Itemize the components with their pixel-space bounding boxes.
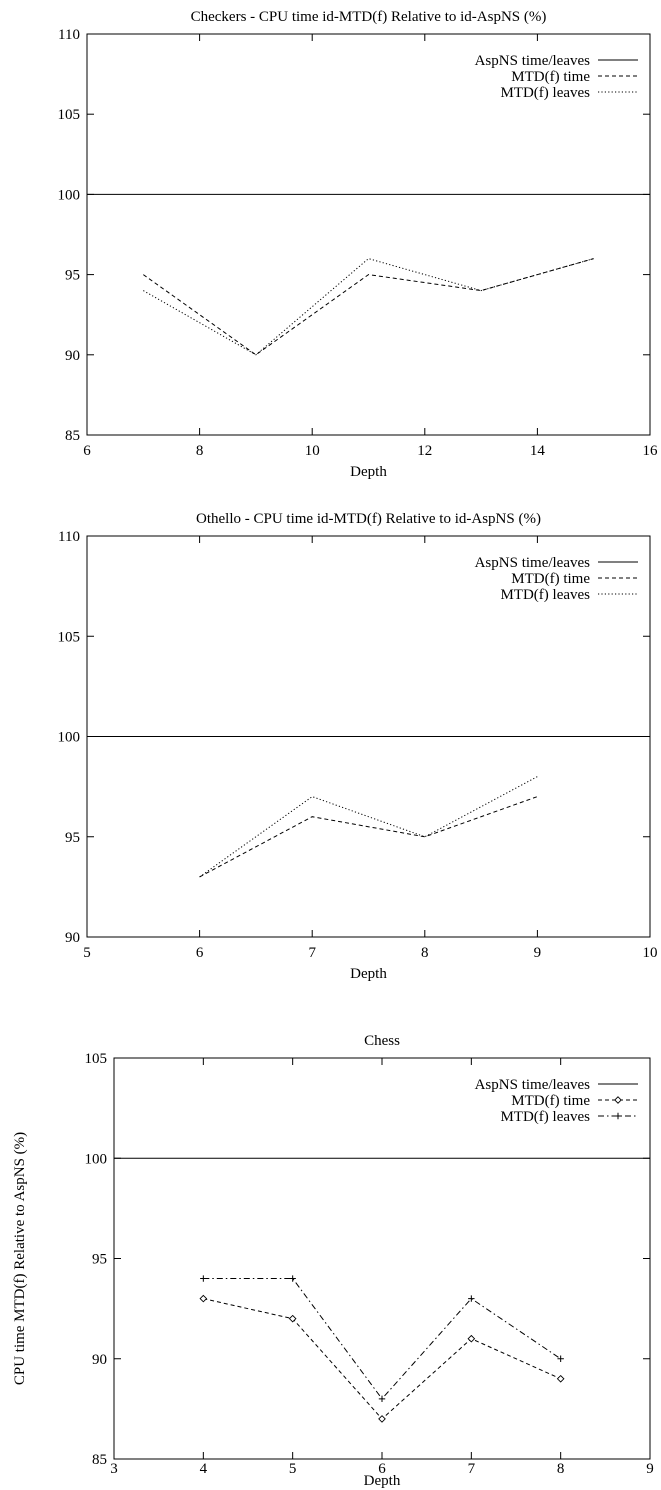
y-tick-label: 90: [65, 930, 80, 946]
x-tick-label: 8: [421, 945, 429, 961]
x-tick-label: 14: [530, 443, 546, 459]
x-tick-label: 4: [200, 1461, 208, 1477]
y-tick-label: 105: [58, 107, 81, 123]
y-tick-label: 95: [65, 830, 80, 846]
y-tick-label: 110: [58, 529, 80, 545]
y-tick-label: 100: [58, 730, 81, 746]
y-tick-label: 90: [92, 1352, 107, 1368]
legend-marker-3: [614, 1112, 622, 1120]
x-tick-label: 9: [534, 945, 542, 961]
x-tick-label: 8: [557, 1461, 565, 1477]
x-axis-label: Depth: [350, 464, 387, 480]
data-point-3: [289, 1275, 296, 1282]
x-axis-label: Depth: [350, 966, 387, 982]
legend-label: AspNS time/leaves: [475, 53, 591, 69]
y-axis-label: CPU time MTD(f) Relative to AspNS (%): [12, 1132, 28, 1385]
y-tick-label: 110: [58, 27, 80, 43]
y-tick-label: 85: [92, 1452, 107, 1468]
x-axis-label: Depth: [364, 1473, 401, 1489]
legend-label: MTD(f) leaves: [500, 1109, 590, 1125]
x-tick-label: 7: [308, 945, 316, 961]
series-line-3: [143, 258, 594, 356]
x-tick-label: 6: [378, 1461, 386, 1477]
data-point-2: [378, 1415, 386, 1423]
data-point-2: [556, 1374, 565, 1383]
y-tick-label: 105: [85, 1051, 108, 1067]
legend-label: MTD(f) time: [511, 69, 590, 85]
legend-marker-2: [614, 1096, 622, 1104]
y-tick-label: 100: [85, 1151, 108, 1167]
data-point-2: [288, 1314, 297, 1323]
chart-title: Chess: [364, 1033, 400, 1049]
x-tick-label: 16: [643, 443, 659, 459]
legend-label: AspNS time/leaves: [475, 1077, 591, 1093]
data-point-2: [199, 1294, 208, 1303]
plot-frame: [86, 33, 651, 436]
legend-label: MTD(f) leaves: [500, 587, 590, 603]
chart-1: Checkers - CPU time id-MTD(f) Relative t…: [58, 9, 659, 480]
data-point-3: [378, 1395, 386, 1403]
data-point-3: [468, 1295, 475, 1302]
chart-3: Chess 85 90 95 100 105 3 4 5 6 7 8 9 Depth CPU time MT…: [12, 1033, 654, 1489]
y-tick-label: 100: [58, 187, 81, 203]
x-tick-label: 5: [289, 1461, 297, 1477]
y-tick-label: 95: [65, 268, 80, 284]
chart-title: Othello - CPU time id-MTD(f) Relative to…: [196, 511, 541, 527]
x-tick-label: 6: [83, 443, 91, 459]
series-line-3: [203, 1278, 561, 1400]
legend-label: MTD(f) time: [511, 1093, 590, 1109]
x-tick-label: 12: [417, 443, 432, 459]
series-line-3: [199, 776, 538, 878]
legend-label: MTD(f) leaves: [500, 85, 590, 101]
x-tick-label: 5: [83, 945, 91, 961]
y-tick-label: 95: [92, 1252, 107, 1268]
legend-label: AspNS time/leaves: [475, 555, 591, 571]
y-tick-label: 90: [65, 348, 80, 364]
data-point-3: [200, 1275, 207, 1282]
x-tick-label: 8: [196, 443, 204, 459]
chart-2: Othello - CPU time id-MTD(f) Relative to…: [58, 511, 658, 982]
data-point-3: [557, 1355, 564, 1362]
chart-title: Checkers - CPU time id-MTD(f) Relative t…: [191, 9, 547, 25]
data-point-2: [467, 1334, 476, 1343]
x-tick-label: 10: [305, 443, 320, 459]
legend-label: MTD(f) time: [511, 571, 590, 587]
x-tick-label: 10: [643, 945, 658, 961]
y-tick-label: 85: [65, 428, 80, 444]
x-tick-label: 7: [468, 1461, 476, 1477]
y-tick-label: 105: [58, 629, 81, 645]
x-tick-label: 9: [646, 1461, 654, 1477]
series-line-2: [143, 258, 594, 356]
x-tick-label: 3: [110, 1461, 118, 1477]
series-line-2: [199, 796, 538, 878]
x-tick-label: 6: [196, 945, 204, 961]
